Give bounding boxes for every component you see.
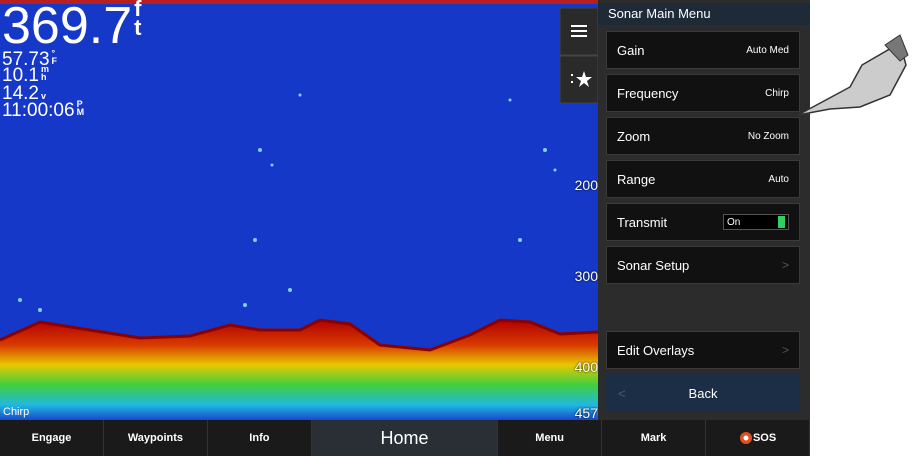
bar-label: SOS — [752, 432, 777, 444]
voltage-unit: v — [40, 91, 46, 101]
back-label: Back — [688, 385, 718, 401]
bar-button[interactable]: Home — [311, 420, 499, 456]
item-label: Transmit — [617, 214, 668, 230]
sos-icon — [739, 432, 752, 444]
bar-button[interactable]: Engage — [0, 420, 104, 456]
bottom-line — [0, 318, 598, 352]
depth-scale-label: 300 — [574, 268, 598, 284]
temp-value: 57.73 — [2, 49, 50, 70]
frequency-label: Chirp — [3, 406, 30, 418]
bar-button[interactable]: Waypoints — [104, 420, 208, 456]
temp-unit: °F — [51, 48, 58, 66]
surface — [0, 0, 598, 4]
menu-title: Sonar Main Menu — [598, 3, 810, 25]
item-value: No Zoom — [747, 130, 789, 142]
voltage-value: 14.2 — [2, 83, 39, 104]
speed-readout: 10.1 mh — [2, 64, 49, 86]
pointing-hand — [797, 34, 909, 116]
item-label: Gain — [617, 42, 645, 58]
item-label: Zoom — [617, 128, 651, 144]
menu-item[interactable]: Zoom No Zoom — [606, 117, 800, 155]
bar-label: Engage — [31, 432, 72, 444]
speed-value: 10.1 — [2, 65, 39, 86]
depth-scale-label: 200 — [574, 177, 598, 193]
bar-label: Info — [249, 432, 270, 444]
voltage-readout: 14.2 v — [2, 84, 47, 103]
bar-button[interactable]: SOS — [706, 420, 810, 456]
fish-echoes — [18, 93, 557, 312]
bar-label: Mark — [640, 432, 667, 444]
sonar-view — [0, 0, 598, 420]
side-buttons[interactable] — [560, 8, 598, 104]
bar-button[interactable]: Info — [208, 420, 312, 456]
bar-label: Waypoints — [127, 432, 184, 444]
depth-unit: ft — [134, 0, 142, 40]
seabed — [0, 320, 598, 420]
item-value: Auto Med — [746, 44, 789, 56]
menu-item[interactable]: Gain Auto Med — [606, 31, 800, 69]
bar-button[interactable]: Menu — [498, 420, 603, 456]
back-button[interactable]: < Back — [606, 374, 800, 412]
bottom-bar: Engage Waypoints Info Home Menu Mark SOS — [0, 420, 810, 456]
item-label: Sonar Setup — [617, 257, 690, 273]
toggle-value: On — [727, 216, 741, 228]
menu-item[interactable]: Edit Overlays > — [606, 331, 800, 369]
toggle-indicator — [778, 216, 785, 228]
menu-item[interactable]: Transmit On — [606, 203, 800, 241]
item-label: Range — [617, 171, 656, 187]
chevron: > — [781, 343, 789, 357]
time-readout: 11:00:06 PM — [2, 99, 85, 121]
item-label: Edit Overlays — [617, 342, 695, 358]
chevron: > — [781, 258, 789, 272]
menu-item[interactable]: Range Auto — [606, 160, 800, 198]
depth-value: 369.7 — [2, 0, 133, 55]
time-unit: PM — [76, 99, 85, 117]
bar-label: Home — [380, 427, 429, 448]
item-label: Frequency — [617, 85, 679, 101]
bar-button[interactable]: Mark — [602, 420, 707, 456]
depth-readout: 369.7 ft — [2, 0, 148, 52]
depth-scale-label: 457 — [574, 405, 598, 421]
temp-readout: 57.73 °F — [2, 48, 58, 70]
menu-item[interactable]: Frequency Chirp — [606, 74, 800, 112]
time-value: 11:00:06 — [2, 100, 75, 121]
bar-label: Menu — [535, 432, 565, 444]
speed-unit: mh — [40, 64, 49, 82]
back-chevron: < — [618, 385, 626, 401]
menu-item[interactable]: Sonar Setup > — [606, 246, 800, 284]
item-value: Auto — [768, 173, 789, 185]
item-value: Chirp — [765, 87, 789, 99]
sonar-menu: Sonar Main Menu Gain Auto Med Frequency Ch… — [598, 0, 810, 420]
depth-scale-label: 400 — [574, 359, 598, 375]
chartplotter-screen: 369.7 ft 57.73 °F 10.1 mh 14.2 v 11:00:06 PM … — [0, 0, 810, 456]
